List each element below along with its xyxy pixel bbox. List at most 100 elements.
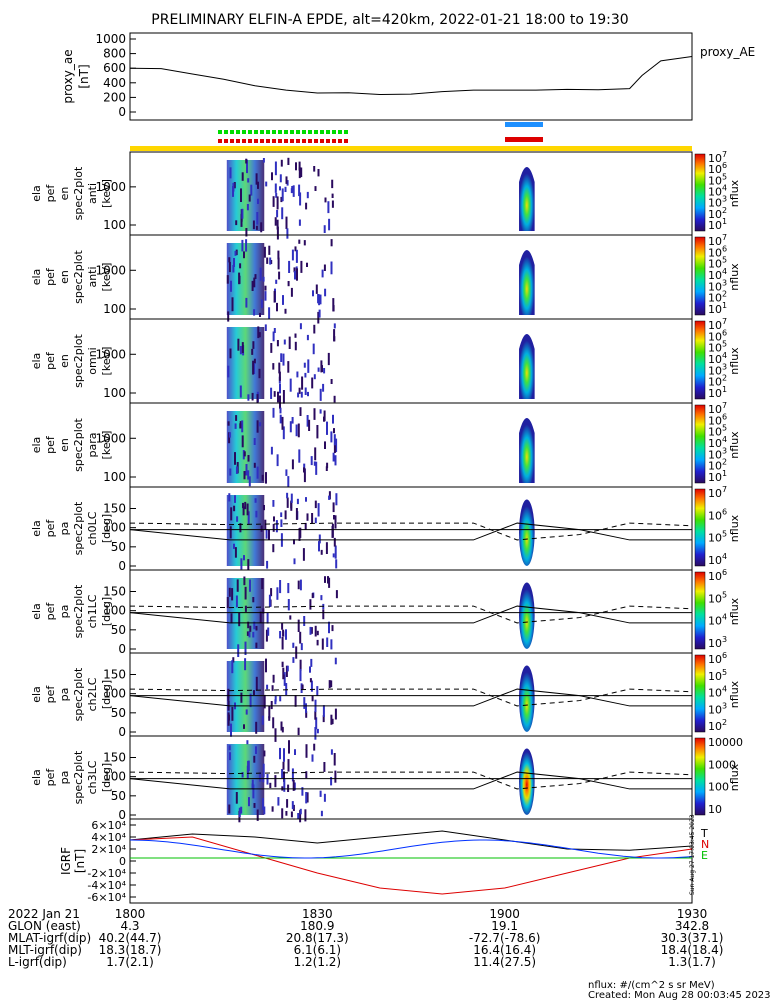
spectrogram-pixel bbox=[262, 158, 265, 163]
spectrogram-pixel bbox=[287, 361, 290, 373]
colorbar-tick-label: 10 bbox=[708, 186, 722, 199]
spectrogram-pixel bbox=[305, 703, 307, 713]
spectrogram-pixel bbox=[285, 216, 288, 229]
spectrogram-pixel bbox=[305, 771, 308, 779]
legend-entry-N: N bbox=[701, 838, 709, 851]
spectrogram-pixel bbox=[281, 416, 284, 430]
colorbar-tick-exponent: 3 bbox=[722, 278, 727, 287]
ytick-label: 600 bbox=[103, 61, 126, 75]
ytick-label: 50 bbox=[111, 706, 126, 720]
flag-red-dash bbox=[302, 139, 306, 143]
flag-green-dash bbox=[314, 130, 318, 134]
ylabel-part: pef bbox=[44, 184, 57, 203]
spectrogram-pixel bbox=[236, 579, 239, 592]
flag-yellow-bar bbox=[130, 146, 692, 151]
spectrogram-pixel bbox=[273, 328, 276, 333]
flag-red-dash bbox=[296, 139, 300, 143]
spectrogram-pixel bbox=[310, 680, 313, 692]
spectrogram-pixel bbox=[292, 780, 295, 791]
spectrogram-pixel bbox=[320, 549, 323, 555]
spectrogram-pixel bbox=[270, 588, 273, 597]
spectrogram-pixel bbox=[299, 323, 302, 330]
spectrogram-pixel bbox=[328, 621, 330, 634]
spectrogram-pixel bbox=[276, 196, 279, 210]
spectrogram-pixel bbox=[316, 425, 319, 439]
spectrogram-pixel bbox=[248, 476, 251, 487]
spectrogram-pixel bbox=[280, 721, 283, 731]
flag-green-dash bbox=[254, 130, 258, 134]
bottom-row-value: 1800 bbox=[115, 907, 146, 921]
spectrogram-pixel bbox=[306, 191, 309, 199]
ylabel-part: spec2plot bbox=[72, 166, 85, 220]
spectrogram-pixel bbox=[270, 446, 273, 455]
spectrogram-pixel bbox=[318, 541, 320, 552]
ytick-label: 50 bbox=[111, 540, 126, 554]
ytick-label: 1000 bbox=[95, 32, 126, 46]
spectrogram-pixel bbox=[248, 194, 251, 202]
spectrogram-pixel bbox=[268, 594, 271, 607]
colorbar-tick-exponent: 6 bbox=[722, 568, 727, 577]
spectrogram-pixel bbox=[275, 193, 278, 198]
spectrogram-pixel bbox=[319, 409, 322, 414]
colorbar-tick-label: 10 bbox=[708, 509, 722, 522]
spectrogram-pixel bbox=[332, 305, 335, 312]
colorbar-tick-label: 1000 bbox=[708, 758, 736, 771]
losscone-line bbox=[129, 522, 692, 541]
spectrogram-pixel bbox=[303, 240, 306, 246]
spectrogram-pixel bbox=[244, 501, 247, 510]
flag-red-dash bbox=[278, 139, 282, 143]
spectrogram-pixel bbox=[303, 362, 306, 368]
colorbar-tick-label: 10 bbox=[708, 342, 722, 355]
colorbar-tick-label: 10 bbox=[708, 448, 722, 461]
bottom-row-label: MLAT-igrf(dip) bbox=[8, 931, 91, 945]
spectrogram-pixel bbox=[298, 239, 301, 244]
spectrogram-pixel bbox=[332, 298, 335, 312]
spectrogram-pixel bbox=[274, 217, 277, 226]
spectrogram-pixel bbox=[313, 374, 316, 380]
spectrogram-pixel bbox=[233, 182, 236, 189]
spectrogram-pixel bbox=[248, 797, 250, 807]
ylabel-part: pa bbox=[58, 688, 71, 702]
spectrogram-pixel bbox=[249, 625, 252, 632]
spectrogram-pixel bbox=[228, 804, 231, 814]
spectrogram-pixel bbox=[333, 753, 336, 766]
spectrogram-pixel bbox=[246, 204, 249, 211]
spectrogram-pixel bbox=[299, 810, 302, 823]
spectrogram-pixel bbox=[234, 423, 237, 429]
spectrogram-pixel bbox=[314, 625, 317, 637]
spectrogram-pixel bbox=[247, 559, 250, 571]
colorbar-tick-label: 10 bbox=[708, 414, 722, 427]
spectrogram-pixel bbox=[267, 627, 270, 636]
spectrogram-pixel bbox=[234, 495, 236, 503]
spectrogram-pixel bbox=[331, 193, 334, 198]
colorbar-label: nflux bbox=[728, 680, 741, 708]
side-timestamp: Sun Aug 27 17:03:45 2023 bbox=[689, 814, 696, 895]
ylabel-part: [deg] bbox=[100, 514, 113, 543]
bottom-row-value: 19.1 bbox=[491, 919, 518, 933]
legend-entry-T: T bbox=[700, 827, 708, 840]
spectrogram-pixel bbox=[266, 560, 269, 569]
spectrogram-pixel bbox=[311, 696, 314, 702]
colorbar-tick-label: 10 bbox=[708, 637, 722, 650]
ylabel-part: [keV] bbox=[100, 431, 113, 460]
flag-red-dash bbox=[254, 139, 258, 143]
spectrogram-pixel bbox=[274, 695, 277, 702]
ytick-label: 100 bbox=[103, 604, 126, 618]
flag-green-dash bbox=[218, 130, 222, 134]
colorbar-tick-label: 10 bbox=[708, 258, 722, 271]
spectrogram-pixel bbox=[256, 466, 259, 479]
spectrogram-burst-right bbox=[519, 582, 535, 649]
spectrogram-pixel bbox=[239, 385, 242, 398]
colorbar-tick-exponent: 5 bbox=[722, 256, 727, 265]
spectrogram-pixel bbox=[298, 167, 301, 179]
spectrogram-pixel bbox=[284, 510, 287, 520]
spectrogram-pixel bbox=[304, 387, 307, 395]
flag-green-dash bbox=[344, 130, 348, 134]
ylabel-part: pef bbox=[44, 602, 57, 621]
ylabel-part: [nT] bbox=[73, 849, 87, 873]
ytick-label: -2×10⁴ bbox=[87, 867, 126, 880]
spectrogram-pixel bbox=[239, 523, 242, 533]
